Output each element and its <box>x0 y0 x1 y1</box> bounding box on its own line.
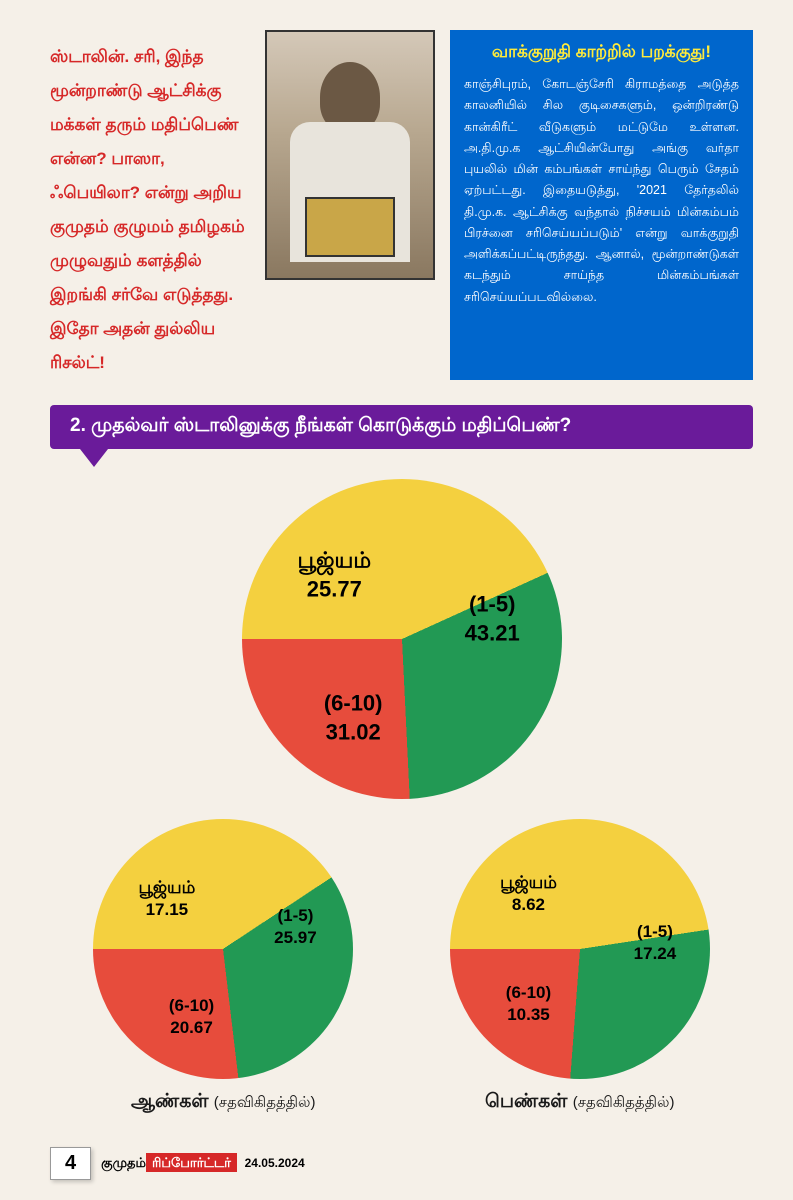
publication-date: 24.05.2024 <box>245 1156 305 1170</box>
slice-label: (6-10)10.35 <box>506 982 551 1026</box>
sidebar-body: காஞ்சிபுரம், கோடஞ்சேரி கிராமத்தை அடுத்த … <box>464 74 739 308</box>
pie-overall: (1-5)43.21 (6-10)31.02 பூஜ்யம்25.77 <box>242 479 562 799</box>
slice-category: (6-10) <box>506 982 551 1004</box>
sidebar-title: வாக்குறுதி காற்றில் பறக்குது! <box>464 42 739 64</box>
caption-female-text: பெண்கள் <box>485 1091 567 1112</box>
charts-area: (1-5)43.21(6-10)31.02பூஜ்யம்25.77 (1-5)2… <box>50 459 753 1125</box>
intro-paragraph: ஸ்டாலின். சரி, இந்த மூன்றாண்டு ஆட்சிக்கு… <box>50 30 250 380</box>
pie-male: (1-5)25.97 (6-10)20.67 பூஜ்யம்17.15 <box>93 819 353 1079</box>
page-number: 4 <box>50 1147 91 1180</box>
pie-female: (1-5)17.24 (6-10)10.35 பூஜ்யம்8.62 <box>450 819 710 1079</box>
slice-category: (1-5) <box>465 591 520 620</box>
caption-male-sub: (சதவிகிதத்தில்) <box>214 1094 316 1111</box>
slice-category: (1-5) <box>274 905 317 927</box>
chart-male: (1-5)25.97 (6-10)20.67 பூஜ்யம்17.15 ஆண்கள்… <box>93 819 353 1115</box>
caption-male-text: ஆண்கள் <box>131 1091 209 1112</box>
slice-value: 31.02 <box>324 718 383 747</box>
chart-main-wrap: (1-5)43.21 (6-10)31.02 பூஜ்யம்25.77 <box>60 479 743 799</box>
photo-clipboard <box>305 197 395 257</box>
slice-category: (1-5) <box>634 921 677 943</box>
publication: குமுதம்ரிப்போர்ட்டர் 24.05.2024 <box>101 1155 305 1172</box>
slice-value: 17.24 <box>634 943 677 965</box>
caption-male: ஆண்கள் (சதவிகிதத்தில்) <box>131 1091 316 1115</box>
chart-female: (1-5)17.24 (6-10)10.35 பூஜ்யம்8.62 பெண்கள்… <box>450 819 710 1115</box>
slice-category: பூஜ்யம் <box>138 877 195 899</box>
slice-value: 10.35 <box>506 1004 551 1026</box>
caption-female-sub: (சதவிகிதத்தில்) <box>573 1094 675 1111</box>
slice-label: (6-10)31.02 <box>324 690 383 747</box>
publication-prefix: குமுதம் <box>101 1155 146 1170</box>
question-banner: 2. முதல்வர் ஸ்டாலினுக்கு நீங்கள் கொடுக்க… <box>50 405 753 449</box>
chart-row: (1-5)25.97(6-10)20.67பூஜ்யம்17.15 ஆண்கள்… <box>60 819 743 1115</box>
page-footer: 4 குமுதம்ரிப்போர்ட்டர் 24.05.2024 <box>50 1147 305 1180</box>
slice-value: 20.67 <box>169 1017 214 1039</box>
magazine-page: ஸ்டாலின். சரி, இந்த மூன்றாண்டு ஆட்சிக்கு… <box>0 0 793 1200</box>
caption-female: பெண்கள் (சதவிகிதத்தில்) <box>485 1091 674 1115</box>
slice-category: (6-10) <box>169 995 214 1017</box>
publication-name: ரிப்போர்ட்டர் <box>146 1153 237 1172</box>
survey-photo <box>265 30 435 280</box>
slice-value: 25.77 <box>298 575 372 604</box>
slice-value: 25.97 <box>274 927 317 949</box>
slice-category: (6-10) <box>324 690 383 719</box>
slice-label: பூஜ்யம்17.15 <box>138 877 195 921</box>
slice-label: (6-10)20.67 <box>169 995 214 1039</box>
slice-value: 17.15 <box>138 899 195 921</box>
slice-label: (1-5)25.97 <box>274 905 317 949</box>
chart-overall: (1-5)43.21 (6-10)31.02 பூஜ்யம்25.77 <box>242 479 562 799</box>
slice-label: (1-5)43.21 <box>465 591 520 648</box>
slice-value: 43.21 <box>465 619 520 648</box>
slice-label: பூஜ்யம்8.62 <box>500 872 557 916</box>
slice-label: (1-5)17.24 <box>634 921 677 965</box>
sidebar-callout: வாக்குறுதி காற்றில் பறக்குது! காஞ்சிபுரம… <box>450 30 753 380</box>
slice-category: பூஜ்யம் <box>298 546 372 575</box>
slice-category: பூஜ்யம் <box>500 872 557 894</box>
slice-value: 8.62 <box>500 894 557 916</box>
top-section: ஸ்டாலின். சரி, இந்த மூன்றாண்டு ஆட்சிக்கு… <box>50 30 753 380</box>
slice-label: பூஜ்யம்25.77 <box>298 546 372 603</box>
